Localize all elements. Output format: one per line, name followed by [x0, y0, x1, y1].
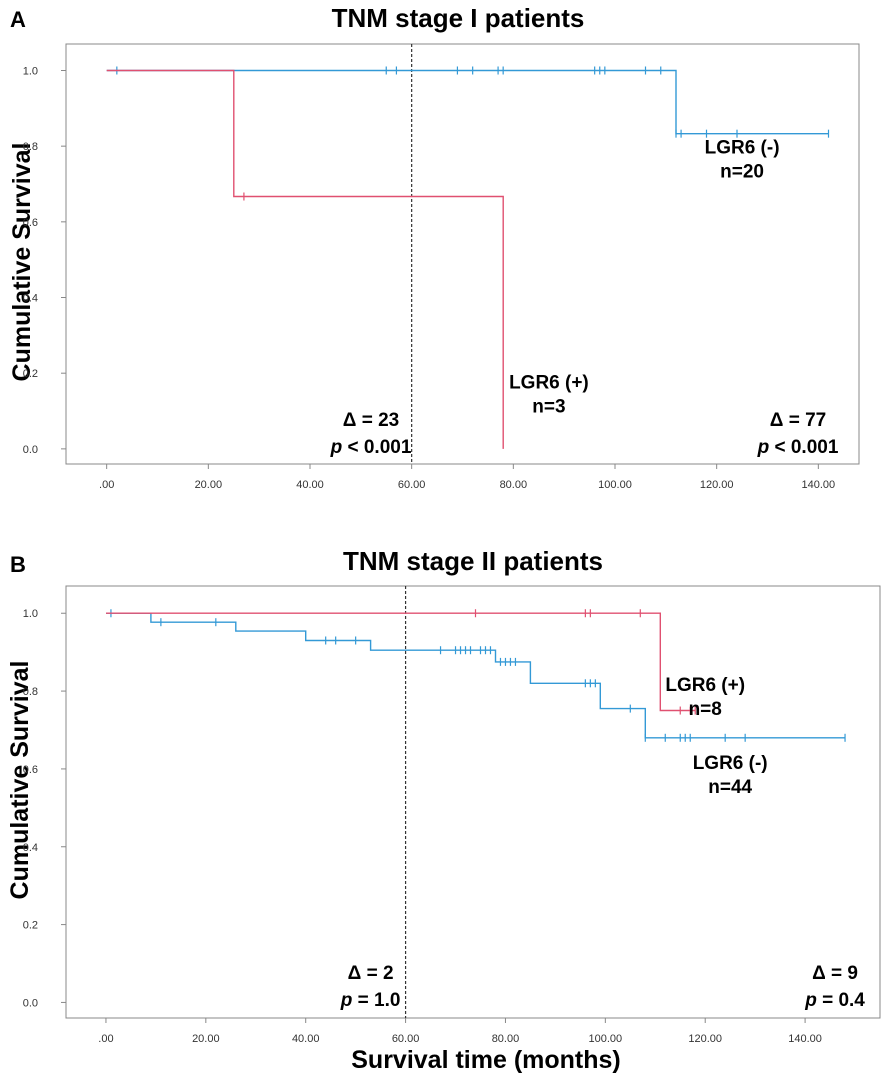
- group-label: LGR6 (-): [693, 753, 768, 774]
- x-tick-label: 20.00: [195, 479, 223, 491]
- group-count: n=20: [720, 162, 764, 183]
- x-tick-label: 40.00: [296, 479, 324, 491]
- group-label: LGR6 (+): [665, 675, 745, 696]
- delta-label: Δ = 2: [348, 963, 394, 984]
- y-tick-label: 0.4: [23, 842, 38, 854]
- x-tick-label: .00: [99, 479, 114, 491]
- y-tick-label: 0.2: [23, 368, 38, 380]
- p-value-label: p = 1.0: [340, 990, 401, 1011]
- x-tick-label: .00: [98, 1033, 113, 1045]
- group-count: n=44: [708, 777, 752, 798]
- panel-letter: A: [10, 7, 26, 32]
- y-tick-label: 1.0: [23, 608, 38, 620]
- y-tick-label: 0.8: [23, 686, 38, 698]
- chart-title: TNM stage I patients: [332, 3, 585, 33]
- p-symbol: p: [330, 437, 343, 458]
- plot-frame: [65, 585, 881, 1019]
- delta-label: Δ = 77: [770, 410, 826, 431]
- group-label: LGR6 (-): [705, 138, 780, 159]
- p-value: = 1.0: [352, 990, 400, 1011]
- x-tick-label: 40.00: [292, 1033, 320, 1045]
- y-tick-label: 0.6: [23, 217, 38, 229]
- x-tick-label: 140.00: [788, 1033, 822, 1045]
- x-tick-label: 80.00: [500, 479, 528, 491]
- y-tick-label: 0.0: [23, 444, 38, 456]
- x-tick-label: 120.00: [700, 479, 734, 491]
- survival-curve-positive: [106, 612, 696, 712]
- p-value: < 0.001: [342, 437, 412, 458]
- p-value: < 0.001: [769, 437, 839, 458]
- p-value-label: p < 0.001: [757, 437, 839, 458]
- plot-frame: [65, 43, 860, 465]
- p-value-label: p = 0.4: [804, 990, 865, 1011]
- x-tick-label: 140.00: [802, 479, 836, 491]
- x-tick-label: 120.00: [688, 1033, 722, 1045]
- p-symbol: p: [804, 990, 817, 1011]
- survival-curve-negative: [106, 612, 845, 739]
- panel-a: A TNM stage I patients Cumulative Survival…: [8, 3, 860, 491]
- y-tick-label: 1.0: [23, 65, 38, 77]
- survival-curve-positive: [106, 69, 504, 449]
- delta-label: Δ = 9: [812, 963, 858, 984]
- y-tick-label: 0.2: [23, 920, 38, 932]
- y-tick-label: 0.8: [23, 141, 38, 153]
- y-tick-label: 0.0: [23, 997, 38, 1009]
- x-tick-label: 60.00: [392, 1033, 420, 1045]
- group-count: n=3: [532, 396, 565, 417]
- x-tick-label: 100.00: [589, 1033, 623, 1045]
- x-tick-label: 100.00: [598, 479, 632, 491]
- group-count: n=8: [689, 699, 722, 720]
- p-value: = 0.4: [817, 990, 865, 1011]
- x-axis-label: Survival time (months): [351, 1046, 621, 1074]
- x-tick-label: 80.00: [492, 1033, 520, 1045]
- y-axis-label: Cumulative Survival: [8, 143, 36, 382]
- p-value-label: p < 0.001: [330, 437, 412, 458]
- x-tick-label: 60.00: [398, 479, 426, 491]
- y-axis-label: Cumulative Survival: [6, 661, 34, 900]
- p-symbol: p: [340, 990, 353, 1011]
- survival-curve-negative: [106, 69, 829, 135]
- delta-label: Δ = 23: [343, 410, 399, 431]
- y-tick-label: 0.4: [23, 293, 38, 305]
- panel-b: B TNM stage II patients Cumulative Surviva…: [6, 546, 881, 1074]
- y-tick-label: 0.6: [23, 764, 38, 776]
- panel-letter: B: [10, 552, 26, 577]
- chart-title: TNM stage II patients: [343, 546, 603, 576]
- group-label: LGR6 (+): [509, 372, 589, 393]
- x-tick-label: 20.00: [192, 1033, 220, 1045]
- p-symbol: p: [757, 437, 770, 458]
